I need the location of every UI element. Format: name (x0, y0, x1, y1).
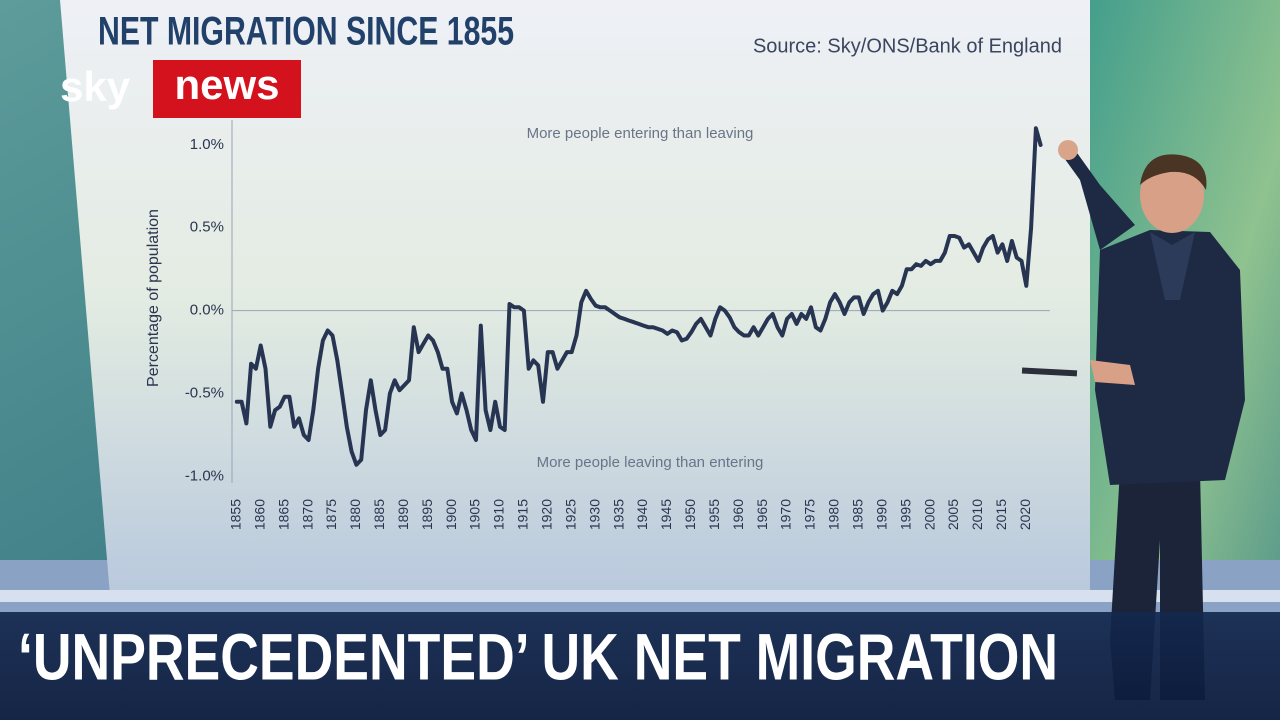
x-tick-label: 1905 (467, 499, 483, 530)
logo-news: news (174, 61, 279, 108)
logo-box (153, 60, 301, 118)
x-tick-label: 1895 (419, 499, 435, 530)
x-tick-label: 1885 (371, 499, 387, 530)
y-tick-label: -0.5% (185, 385, 224, 402)
x-tick-label: 1920 (539, 499, 555, 530)
x-tick-label: 1855 (227, 499, 243, 530)
video-wall (60, 0, 1090, 595)
x-tick-label: 1930 (586, 499, 602, 530)
annotation-bottom: More people leaving than entering (537, 454, 764, 471)
x-tick-label: 1950 (682, 499, 698, 530)
wall-base (0, 590, 1280, 602)
chart-source: Source: Sky/ONS/Bank of England (753, 35, 1062, 57)
annotation-top: More people entering than leaving (527, 125, 754, 142)
x-tick-label: 1915 (515, 499, 531, 530)
y-axis-label: Percentage of population (145, 209, 162, 387)
x-tick-label: 1960 (730, 499, 746, 530)
x-tick-label: 1900 (443, 499, 459, 530)
x-tick-label: 1935 (610, 499, 626, 530)
x-tick-label: 1875 (323, 499, 339, 530)
y-tick-label: 1.0% (190, 136, 224, 153)
x-tick-label: 1860 (251, 499, 267, 530)
x-tick-label: 1995 (897, 499, 913, 530)
x-tick-label: 1945 (658, 499, 674, 530)
x-tick-label: 2010 (969, 499, 985, 530)
y-tick-label: 0.5% (190, 219, 224, 236)
x-tick-label: 1865 (275, 499, 291, 530)
x-tick-label: 1965 (754, 499, 770, 530)
x-tick-label: 1880 (347, 499, 363, 530)
chart-title: NET MIGRATION SINCE 1855 (98, 10, 514, 54)
logo-sky: sky (60, 63, 131, 110)
plot: 1.0% 0.5% 0.0% -0.5% -1.0%1855 1860 1865 1870 18… (185, 120, 1050, 530)
headline: ‘UNPRECEDENTED’ UK NET MIGRATION (18, 619, 1058, 693)
x-tick-label: 2015 (993, 499, 1009, 530)
headline-band (0, 612, 1280, 720)
data-line (234, 126, 1043, 467)
x-tick-label: 1910 (491, 499, 507, 530)
x-tick-label: 2005 (945, 499, 961, 530)
x-tick-label: 1985 (850, 499, 866, 530)
x-tick-label: 1940 (634, 499, 650, 530)
y-tick-label: -1.0% (185, 467, 224, 484)
x-tick-label: 1925 (562, 499, 578, 530)
x-tick-label: 2000 (921, 499, 937, 530)
x-tick-label: 1970 (778, 499, 794, 530)
x-tick-label: 1980 (826, 499, 842, 530)
logo: sky news (60, 60, 301, 118)
x-tick-label: 1890 (395, 499, 411, 530)
x-tick-label: 1975 (802, 499, 818, 530)
x-tick-label: 1955 (706, 499, 722, 530)
x-tick-label: 2020 (1017, 499, 1033, 530)
x-tick-label: 1870 (299, 499, 315, 530)
y-tick-label: 0.0% (190, 302, 224, 319)
x-tick-label: 1990 (873, 499, 889, 530)
